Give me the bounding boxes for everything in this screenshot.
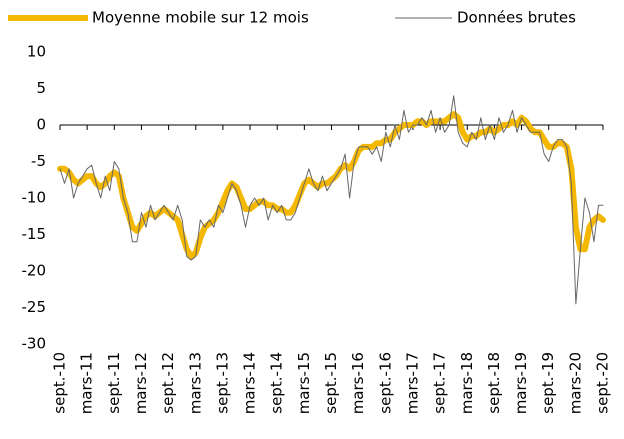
x-tick-label: sept.-17 — [431, 352, 449, 414]
x-tick-label: mars-17 — [403, 352, 421, 414]
legend-label: Données brutes — [457, 9, 576, 27]
x-tick-label: sept.-14 — [268, 352, 286, 414]
legend-label: Moyenne mobile sur 12 mois — [92, 9, 309, 27]
y-tick-label: -30 — [22, 335, 47, 353]
x-tick-label: sept.-18 — [485, 352, 503, 414]
y-tick-label: -15 — [22, 225, 47, 243]
x-tick-label: mars-13 — [186, 352, 204, 414]
x-tick-label: sept.-13 — [213, 352, 231, 414]
x-tick-label: mars-16 — [349, 352, 367, 414]
x-tick-label: sept.-10 — [51, 352, 69, 414]
x-tick-label: sept.-20 — [594, 352, 612, 414]
x-tick-label: mars-18 — [458, 352, 476, 414]
y-tick-label: -5 — [31, 152, 46, 170]
x-tick-label: mars-12 — [132, 352, 150, 414]
x-tick-label: sept.-16 — [376, 352, 394, 414]
x-tick-label: sept.-15 — [322, 352, 340, 414]
x-tick-label: mars-19 — [512, 352, 530, 414]
x-tick-label: mars-15 — [295, 352, 313, 414]
series-line — [59, 95, 604, 305]
x-tick-label: sept.-11 — [105, 352, 123, 414]
y-tick-label: 10 — [27, 43, 46, 61]
y-tick-label: 0 — [36, 116, 46, 134]
y-tick-label: -20 — [22, 262, 47, 280]
x-tick-label: sept.-19 — [539, 352, 557, 414]
x-tick-label: sept.-12 — [159, 352, 177, 414]
y-tick-label: -25 — [22, 298, 47, 316]
x-tick-label: mars-14 — [241, 352, 259, 414]
y-tick-label: 5 — [36, 79, 46, 97]
y-tick-label: -10 — [22, 189, 47, 207]
x-tick-label: mars-11 — [78, 352, 96, 414]
series-line — [57, 111, 606, 260]
x-tick-label: mars-20 — [566, 352, 584, 414]
